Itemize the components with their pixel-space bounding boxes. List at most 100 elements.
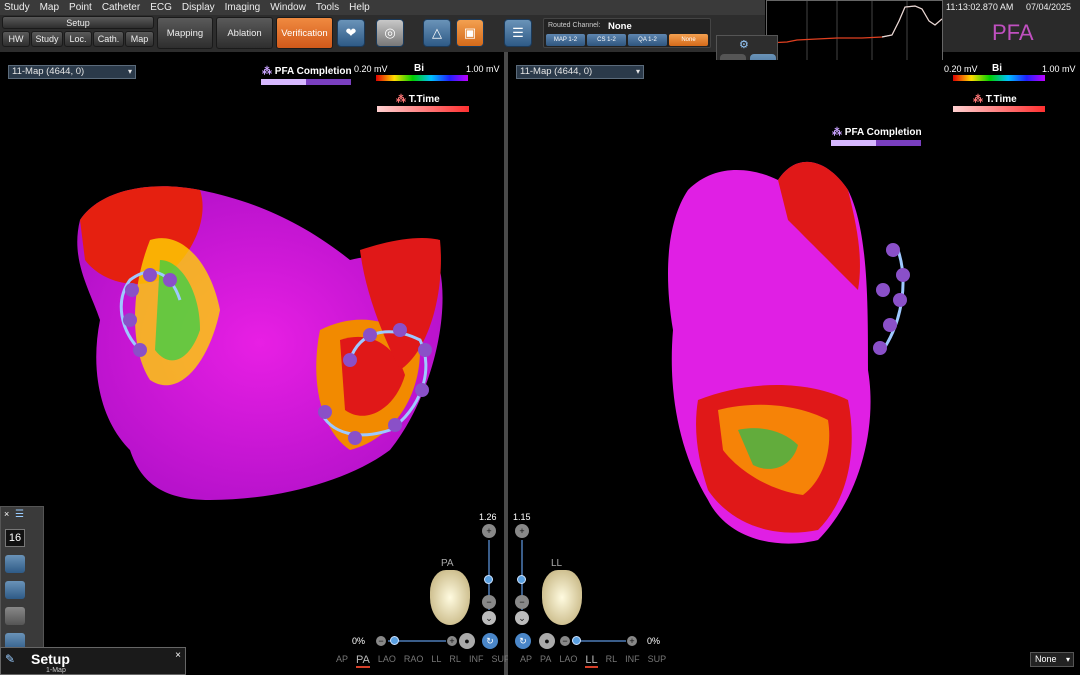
date: 07/04/2025 bbox=[1026, 2, 1072, 12]
window-select-icon[interactable]: ▣ bbox=[456, 19, 484, 47]
layer-tool-icon[interactable] bbox=[5, 607, 25, 625]
messages-icon[interactable]: ☰ bbox=[504, 19, 532, 47]
view-ll[interactable]: LL bbox=[585, 654, 598, 668]
right-anatomy-map[interactable] bbox=[658, 150, 918, 550]
tab-cath[interactable]: Cath. bbox=[93, 31, 124, 47]
channel-none[interactable]: None bbox=[669, 34, 708, 46]
zoom-in-button[interactable]: + bbox=[515, 524, 529, 538]
tab-hw[interactable]: HW bbox=[2, 31, 30, 47]
menu-catheter[interactable]: Catheter bbox=[101, 2, 141, 13]
view-ap[interactable]: AP bbox=[520, 654, 533, 664]
menu-window[interactable]: Window bbox=[270, 2, 306, 13]
heart-orientation-icon bbox=[542, 570, 582, 625]
menu-help[interactable]: Help bbox=[349, 2, 370, 13]
right-map-pane: 11-Map (4644, 0) ▾ 0.20 mV Bi 1.00 mV ⁂ … bbox=[508, 60, 1080, 675]
bell-shape-icon[interactable]: △ bbox=[423, 19, 451, 47]
opacity-slider[interactable] bbox=[388, 640, 446, 642]
bi-label: Bi bbox=[992, 63, 1002, 74]
zoom-out-button[interactable]: − bbox=[515, 595, 529, 609]
channel-qa[interactable]: QA 1-2 bbox=[628, 34, 667, 46]
bottom-selector[interactable]: None ▾ bbox=[1030, 652, 1074, 667]
heart-list-icon[interactable]: ☰ bbox=[15, 509, 24, 520]
bi-min-label: 0.20 mV bbox=[944, 64, 978, 74]
tab-map[interactable]: Map bbox=[125, 31, 154, 47]
pfa-logo: PFA bbox=[992, 20, 1034, 45]
bi-min-label: 0.20 mV bbox=[354, 64, 388, 74]
menu-point[interactable]: Point bbox=[69, 2, 92, 13]
menu-imaging[interactable]: Imaging bbox=[224, 2, 261, 13]
view-pa[interactable]: PA bbox=[540, 654, 552, 664]
view-inf[interactable]: INF bbox=[625, 654, 640, 664]
menu-study[interactable]: Study bbox=[4, 2, 30, 13]
view-ap[interactable]: AP bbox=[336, 654, 349, 664]
map-selector-value: 11-Map (4644, 0) bbox=[520, 66, 593, 77]
setup-header[interactable]: Setup bbox=[2, 16, 154, 29]
map-selector-value: 11-Map (4644, 0) bbox=[12, 66, 85, 77]
channel-map[interactable]: MAP 1-2 bbox=[546, 34, 585, 46]
view-lao[interactable]: LAO bbox=[559, 654, 578, 664]
view-rl[interactable]: RL bbox=[605, 654, 618, 664]
close-icon[interactable]: × bbox=[175, 650, 181, 661]
bi-max-label: 1.00 mV bbox=[466, 64, 500, 74]
ablation-button[interactable]: Ablation bbox=[216, 17, 273, 49]
reset-view-button[interactable]: ⌄ bbox=[482, 611, 496, 625]
view-presets: AP PA LAO RAO LL RL INF SUP bbox=[336, 654, 510, 668]
reset-view-button[interactable]: ⌄ bbox=[515, 611, 529, 625]
catheter-tool-icon[interactable] bbox=[5, 581, 25, 599]
channel-cs[interactable]: CS 1-2 bbox=[587, 34, 626, 46]
rotate-icon[interactable]: ↻ bbox=[482, 633, 498, 649]
left-map-pane: 11-Map (4644, 0) ▾ ⁂ PFA Completion 0.20… bbox=[0, 60, 510, 675]
opacity-slider[interactable] bbox=[572, 640, 626, 642]
opacity-increase-button[interactable]: + bbox=[627, 636, 637, 646]
settings-gear-icon[interactable]: ⚙ bbox=[739, 39, 749, 51]
opacity-decrease-button[interactable]: − bbox=[560, 636, 570, 646]
pfa-completion-label: ⁂ PFA Completion bbox=[832, 127, 922, 138]
chevron-down-icon: ▾ bbox=[127, 67, 132, 76]
view-lao[interactable]: LAO bbox=[377, 654, 396, 664]
left-anatomy-map[interactable] bbox=[60, 180, 460, 510]
view-rl[interactable]: RL bbox=[449, 654, 461, 664]
tab-loc[interactable]: Loc. bbox=[64, 31, 92, 47]
menu-map[interactable]: Map bbox=[39, 2, 60, 13]
rotate-icon[interactable]: ↻ bbox=[515, 633, 531, 649]
sphere-icon[interactable]: ● bbox=[459, 633, 475, 649]
opacity-percent: 0% bbox=[352, 636, 366, 646]
opacity-decrease-button[interactable]: − bbox=[376, 636, 386, 646]
point-count: 16 bbox=[5, 529, 25, 547]
heart-plus-icon[interactable]: ❤ bbox=[337, 19, 365, 47]
map-tool-icon[interactable] bbox=[5, 555, 25, 573]
view-inf[interactable]: INF bbox=[468, 654, 484, 664]
pane-divider[interactable] bbox=[504, 52, 508, 675]
opacity-slider-knob[interactable] bbox=[572, 636, 581, 645]
zoom-slider-knob[interactable] bbox=[517, 575, 526, 584]
setup-icon: ✎ bbox=[5, 652, 16, 666]
zoom-in-button[interactable]: + bbox=[482, 524, 496, 538]
view-orientation-label: LL bbox=[551, 558, 563, 569]
verification-button[interactable]: Verification bbox=[276, 17, 333, 49]
view-sup[interactable]: SUP bbox=[491, 654, 510, 664]
bi-label: Bi bbox=[414, 63, 424, 74]
bipolar-color-bar bbox=[376, 75, 468, 81]
menu-tools[interactable]: Tools bbox=[315, 2, 340, 13]
pfa-electrodes bbox=[873, 243, 910, 355]
zoom-out-button[interactable]: − bbox=[482, 595, 496, 609]
view-ll[interactable]: LL bbox=[431, 654, 442, 664]
menu-display[interactable]: Display bbox=[181, 2, 215, 13]
view-rao[interactable]: RAO bbox=[403, 654, 424, 664]
view-sup[interactable]: SUP bbox=[647, 654, 667, 664]
map-selector[interactable]: 11-Map (4644, 0) ▾ bbox=[516, 65, 644, 79]
opacity-slider-knob[interactable] bbox=[390, 636, 399, 645]
close-icon[interactable]: × bbox=[4, 509, 10, 519]
menu-ecg[interactable]: ECG bbox=[150, 2, 172, 13]
map-selector[interactable]: 11-Map (4644, 0) ▾ bbox=[8, 65, 136, 79]
ablation-tool-icon[interactable] bbox=[5, 633, 25, 651]
view-pa[interactable]: PA bbox=[356, 654, 370, 668]
routed-channel-value: None bbox=[608, 21, 632, 32]
tab-study[interactable]: Study bbox=[31, 31, 63, 47]
sphere-icon[interactable]: ● bbox=[539, 633, 555, 649]
zoom-level: 1.15 bbox=[513, 512, 531, 522]
compass-icon[interactable]: ◎ bbox=[376, 19, 404, 47]
opacity-increase-button[interactable]: + bbox=[447, 636, 457, 646]
zoom-slider-knob[interactable] bbox=[484, 575, 493, 584]
mapping-button[interactable]: Mapping bbox=[157, 17, 213, 49]
